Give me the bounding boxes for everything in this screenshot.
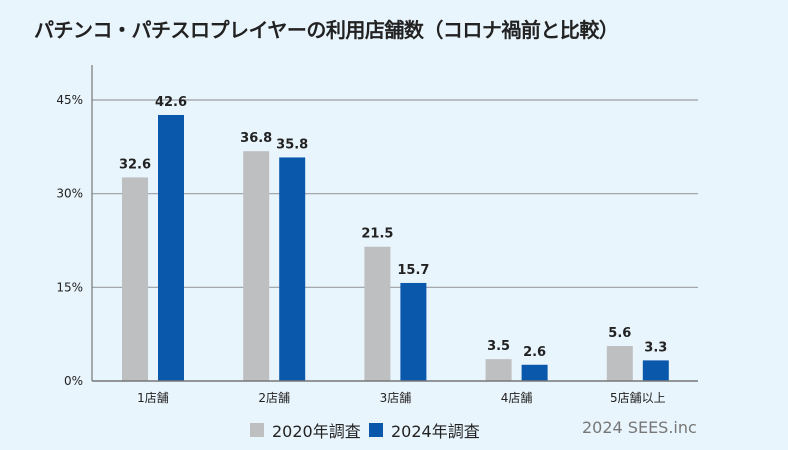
bar-2020 <box>364 246 391 381</box>
legend-label-2024: 2024年調査 <box>391 422 480 441</box>
data-label: 2.6 <box>523 345 546 360</box>
bar-2024 <box>642 360 669 381</box>
data-label: 32.6 <box>119 157 151 172</box>
legend-swatch-2024 <box>369 423 383 437</box>
y-tick-label: 45% <box>56 93 83 107</box>
bar-2020 <box>485 359 512 381</box>
y-tick-label: 15% <box>56 280 83 294</box>
bar-2024 <box>158 114 184 381</box>
data-label: 3.5 <box>487 339 510 354</box>
x-tick-label: 5店舗以上 <box>610 391 666 405</box>
bar-2020 <box>122 177 148 381</box>
y-tick-label: 30% <box>56 187 83 201</box>
bar-2020 <box>243 151 270 381</box>
bar-2024 <box>279 157 306 381</box>
data-label: 21.5 <box>361 227 393 242</box>
data-label: 5.6 <box>608 326 631 341</box>
y-tick-label: 0% <box>64 374 83 388</box>
legend-swatch-2020 <box>250 423 264 437</box>
data-label: 3.3 <box>644 340 667 355</box>
data-label: 15.7 <box>397 263 429 278</box>
bar-2024 <box>400 282 427 381</box>
bar-2020 <box>606 346 633 381</box>
data-label: 36.8 <box>240 131 272 146</box>
data-label: 42.6 <box>155 95 187 110</box>
x-tick-label: 1店舗 <box>137 391 169 405</box>
legend-item-2020: 2020年調査 <box>250 418 361 442</box>
x-tick-label: 4店舗 <box>501 391 533 405</box>
legend-item-2024: 2024年調査 <box>369 418 480 442</box>
x-tick-label: 2店舗 <box>258 391 290 405</box>
bar-2024 <box>521 364 548 381</box>
legend-label-2020: 2020年調査 <box>272 422 361 441</box>
x-tick-label: 3店舗 <box>380 391 412 405</box>
chart-title: パチンコ・パチスロプレイヤーの利用店舗数（コロナ禍前と比較） <box>34 18 619 42</box>
data-label: 35.8 <box>276 137 308 152</box>
credit-text: 2024 SEES.inc <box>582 418 697 437</box>
